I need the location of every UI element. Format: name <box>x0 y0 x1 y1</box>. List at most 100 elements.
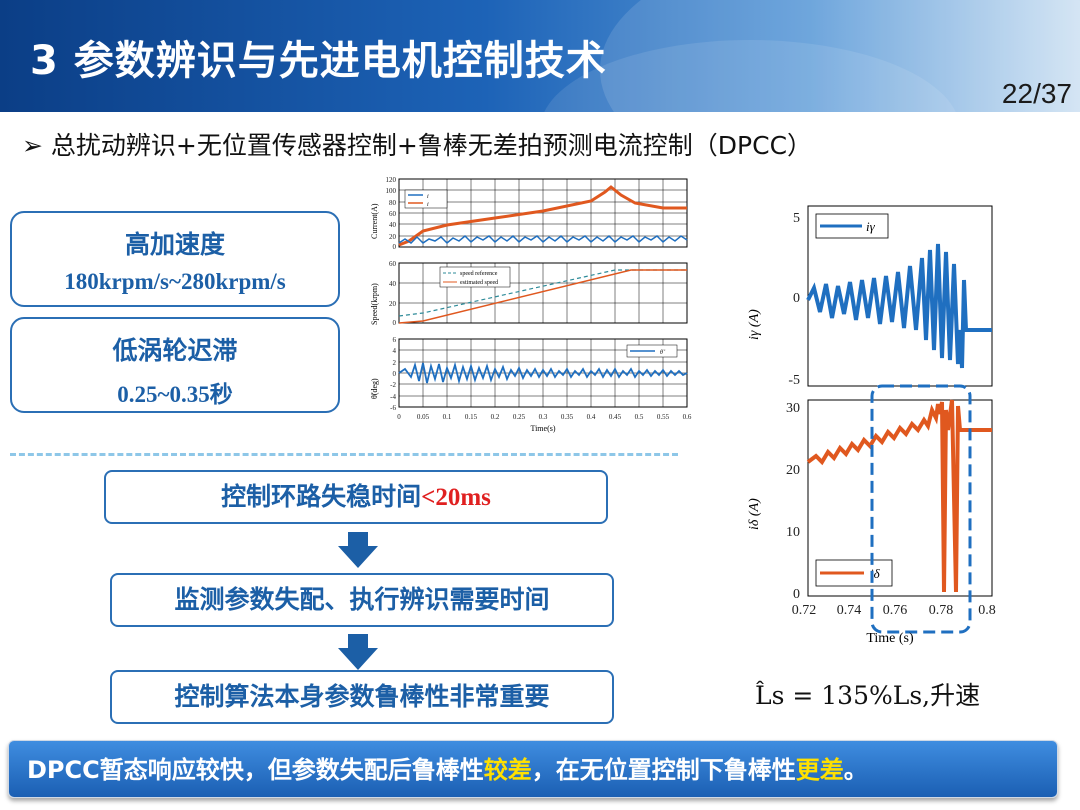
svg-text:10: 10 <box>786 525 800 540</box>
y-axis-label: Current(A) <box>370 203 379 239</box>
pill-heading: 低涡轮迟滞 <box>112 336 238 365</box>
flow-box-instability-time: 控制环路失稳时间<20ms <box>104 470 608 524</box>
svg-text:120: 120 <box>386 176 397 184</box>
x-axis-label: Time(s) <box>530 424 555 433</box>
svg-text:0.78: 0.78 <box>929 603 954 618</box>
conclusion-bar: DPCC暂态响应较快，但参数失配后鲁棒性较差，在无位置控制下鲁棒性更差。 <box>8 740 1058 798</box>
svg-text:2: 2 <box>393 359 397 367</box>
svg-text:60: 60 <box>389 210 397 218</box>
legend-label: i <box>427 202 429 208</box>
pill-value: 0.25~0.35秒 <box>117 382 233 407</box>
flow-box-identification-time: 监测参数失配、执行辨识需要时间 <box>110 573 614 627</box>
svg-text:60: 60 <box>389 260 397 268</box>
svg-text:0.45: 0.45 <box>609 413 622 421</box>
legend-label: i <box>427 194 429 200</box>
flow-highlight-value: <20ms <box>421 484 491 511</box>
estimated-speed-line <box>398 269 687 324</box>
svg-text:0.1: 0.1 <box>443 413 452 421</box>
svg-text:0.4: 0.4 <box>587 413 596 421</box>
speed-panel: speed reference estimated speed 6040200 … <box>370 260 688 327</box>
svg-text:4: 4 <box>393 347 397 355</box>
svg-text:0.72: 0.72 <box>792 603 817 618</box>
y-axis-label: Speed(krpm) <box>370 283 379 325</box>
y-axis-label: iγ (A) <box>747 309 762 340</box>
svg-text:0.6: 0.6 <box>683 413 692 421</box>
svg-text:0.76: 0.76 <box>883 603 908 618</box>
y-axis-label: θ̃(deg) <box>370 378 379 399</box>
header-banner: 3 参数辨识与先进电机控制技术 22/37 <box>0 0 1080 112</box>
svg-text:0.55: 0.55 <box>657 413 670 421</box>
svg-text:0: 0 <box>793 291 800 306</box>
svg-text:0: 0 <box>397 413 401 421</box>
pill-acceleration: 高加速度 180krpm/s~280krpm/s <box>10 211 340 307</box>
conclusion-highlight: 更差 <box>795 756 844 784</box>
conclusion-highlight: 较差 <box>483 756 532 784</box>
legend-label: speed reference <box>460 270 498 277</box>
highlight-dashed-box <box>870 384 972 634</box>
iq-series-line <box>398 185 687 247</box>
svg-text:30: 30 <box>786 401 800 416</box>
speed-reference-line <box>398 269 687 317</box>
svg-text:0: 0 <box>393 319 397 327</box>
svg-text:20: 20 <box>786 463 800 478</box>
flow-text: 控制算法本身参数鲁棒性非常重要 <box>174 682 550 711</box>
down-arrow-icon <box>338 634 378 670</box>
svg-text:0.15: 0.15 <box>465 413 478 421</box>
x-tick-labels: 0.72 0.74 0.76 0.78 0.8 <box>792 603 996 618</box>
formula-label: L̂s = 135%Ls,升速 <box>755 681 981 710</box>
header-decoration <box>600 0 1080 112</box>
svg-text:-5: -5 <box>788 373 800 388</box>
page-title: 3 参数辨识与先进电机控制技术 <box>30 38 607 84</box>
svg-text:0.5: 0.5 <box>635 413 644 421</box>
conclusion-text: DPCC暂态响应较快，但参数失配后鲁棒性 <box>27 756 484 784</box>
x-axis-label: Time (s) <box>866 631 914 646</box>
svg-text:0.05: 0.05 <box>417 413 430 421</box>
flow-text: 控制环路失稳时间 <box>221 482 422 511</box>
conclusion-text: 。 <box>843 756 868 784</box>
svg-text:20: 20 <box>389 233 397 241</box>
svg-text:0.35: 0.35 <box>561 413 574 421</box>
svg-text:100: 100 <box>386 187 397 195</box>
pill-value: 180krpm/s~280krpm/s <box>64 269 286 294</box>
angle-error-line <box>398 361 688 385</box>
svg-text:0: 0 <box>793 587 800 602</box>
current-response-chart: iγ 5 0 -5 iγ (A) iδ 30 20 10 0 iδ (A) 0.72 0.7… <box>747 205 996 646</box>
legend-label: iδ <box>870 566 881 581</box>
svg-text:20: 20 <box>389 300 397 308</box>
i-delta-panel: iδ 30 20 10 0 iδ (A) <box>747 399 993 602</box>
svg-text:-2: -2 <box>390 381 396 389</box>
i-delta-series-line <box>806 399 992 593</box>
svg-text:0.25: 0.25 <box>513 413 526 421</box>
y-axis-label: iδ (A) <box>747 498 762 530</box>
flow-text: 监测参数失配、执行辨识需要时间 <box>174 585 550 614</box>
flow-box-robustness: 控制算法本身参数鲁棒性非常重要 <box>110 670 614 724</box>
svg-text:40: 40 <box>389 280 397 288</box>
down-arrow-icon <box>338 532 378 568</box>
svg-text:0.74: 0.74 <box>837 603 862 618</box>
svg-text:0.2: 0.2 <box>491 413 500 421</box>
subtitle: ➢ 总扰动辨识+无位置传感器控制+鲁棒无差拍预测电流控制（DPCC） <box>22 131 813 160</box>
svg-text:6: 6 <box>393 336 397 344</box>
i-gamma-series-line <box>806 243 992 369</box>
svg-text:40: 40 <box>389 221 397 229</box>
svg-text:80: 80 <box>389 199 397 207</box>
svg-text:-4: -4 <box>390 393 396 401</box>
pill-heading: 高加速度 <box>124 230 225 259</box>
i-gamma-panel: iγ 5 0 -5 iγ (A) <box>747 205 993 388</box>
svg-text:5: 5 <box>793 211 800 226</box>
legend-label: estimated speed <box>460 280 498 286</box>
svg-text:0: 0 <box>393 370 397 378</box>
section-divider <box>10 453 678 456</box>
legend-label: iγ <box>866 219 876 234</box>
svg-text:0.3: 0.3 <box>539 413 548 421</box>
id-series-line <box>398 234 688 245</box>
page-number: 22/37 <box>1001 78 1072 109</box>
current-panel: i i 120 100 80 60 40 20 0 Current(A) <box>370 176 688 251</box>
x-tick-labels: 0 0.05 0.1 0.15 0.2 0.25 0.3 0.35 0.4 0.45 0.5 0.55… <box>397 413 692 421</box>
svg-text:0: 0 <box>393 243 397 251</box>
svg-text:-6: -6 <box>390 404 396 412</box>
conclusion-text: ，在无位置控制下鲁棒性 <box>531 756 796 784</box>
pill-turbo-lag: 低涡轮迟滞 0.25~0.35秒 <box>10 317 340 413</box>
